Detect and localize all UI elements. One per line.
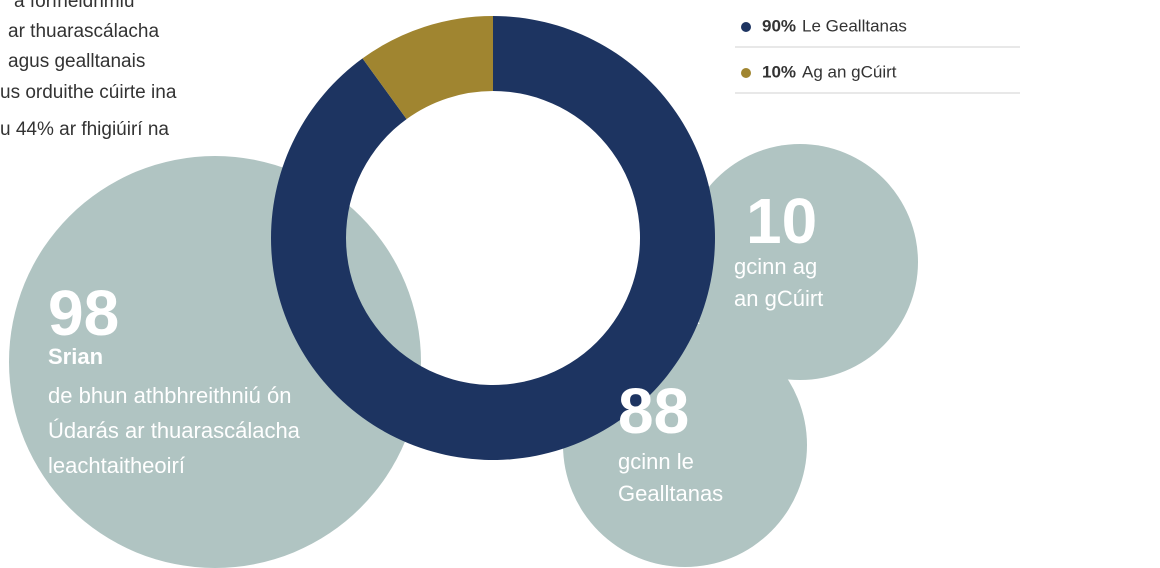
donut [270,16,716,460]
legend: 90% Le Gealltanas 10% Ag an gCúirt [735,16,1020,94]
callout-number: 98 [48,277,119,349]
donut-segment [270,16,716,460]
callout-lead: Srian [48,344,103,369]
callout-number: 10 [746,185,817,257]
intro-line: a forfheidhmiú [14,0,134,12]
legend-label: Ag an gCúirt [802,62,897,81]
intro-line: agus gealltanais [8,51,145,72]
callout-text: gcinn le [618,449,694,474]
intro-line: u 44% ar fhigiúirí na [0,119,169,140]
callout-text: an gCúirt [734,286,823,311]
legend-swatch [741,22,751,32]
legend-value: 90% [762,16,796,35]
callout-text: Gealltanas [618,481,723,506]
intro-line: us orduithe cúirte ina [0,82,177,103]
legend-value: 10% [762,62,796,81]
legend-swatch [741,68,751,78]
donut-segment [362,16,493,120]
callout-text: leachtaitheoirí [48,453,185,478]
callout-circle [682,144,918,380]
intro-line: ar thuarascálacha [8,21,159,42]
callout-text: gcinn ag [734,254,817,279]
callout-number: 88 [618,375,689,447]
callout-text: Údarás ar thuarascálacha [48,418,301,443]
callout-text: de bhun athbhreithniú ón [48,383,291,408]
legend-label: Le Gealltanas [802,16,907,35]
